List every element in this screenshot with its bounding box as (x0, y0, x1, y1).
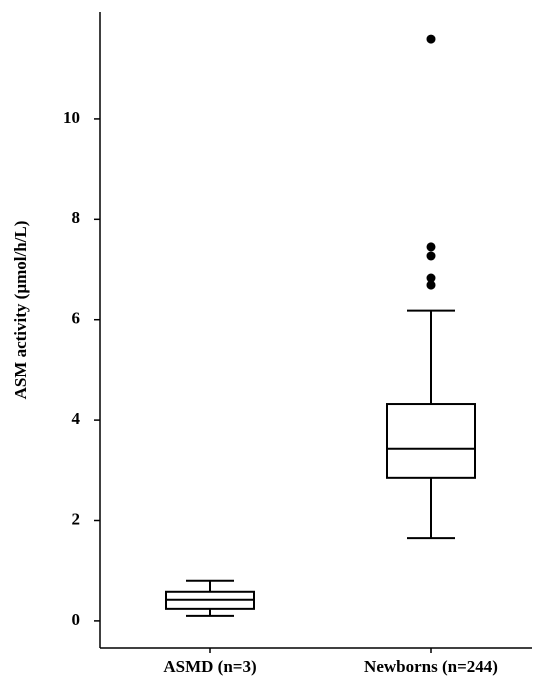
y-tick-label: 0 (72, 610, 81, 629)
y-tick-label: 4 (72, 409, 81, 428)
outlier (426, 273, 436, 283)
x-tick-label: ASMD (n=3) (163, 657, 256, 676)
y-tick-label: 8 (72, 208, 81, 227)
outlier (426, 34, 436, 44)
box (386, 403, 476, 479)
y-tick-label: 2 (72, 509, 81, 528)
y-tick-label: 10 (63, 108, 80, 127)
outlier (426, 251, 436, 261)
y-axis-label: ASM activity (µmol/h/L) (11, 221, 30, 400)
outlier (426, 242, 436, 252)
x-tick-label: Newborns (n=244) (364, 657, 498, 676)
outlier (426, 280, 436, 290)
y-tick-label: 6 (72, 309, 81, 328)
